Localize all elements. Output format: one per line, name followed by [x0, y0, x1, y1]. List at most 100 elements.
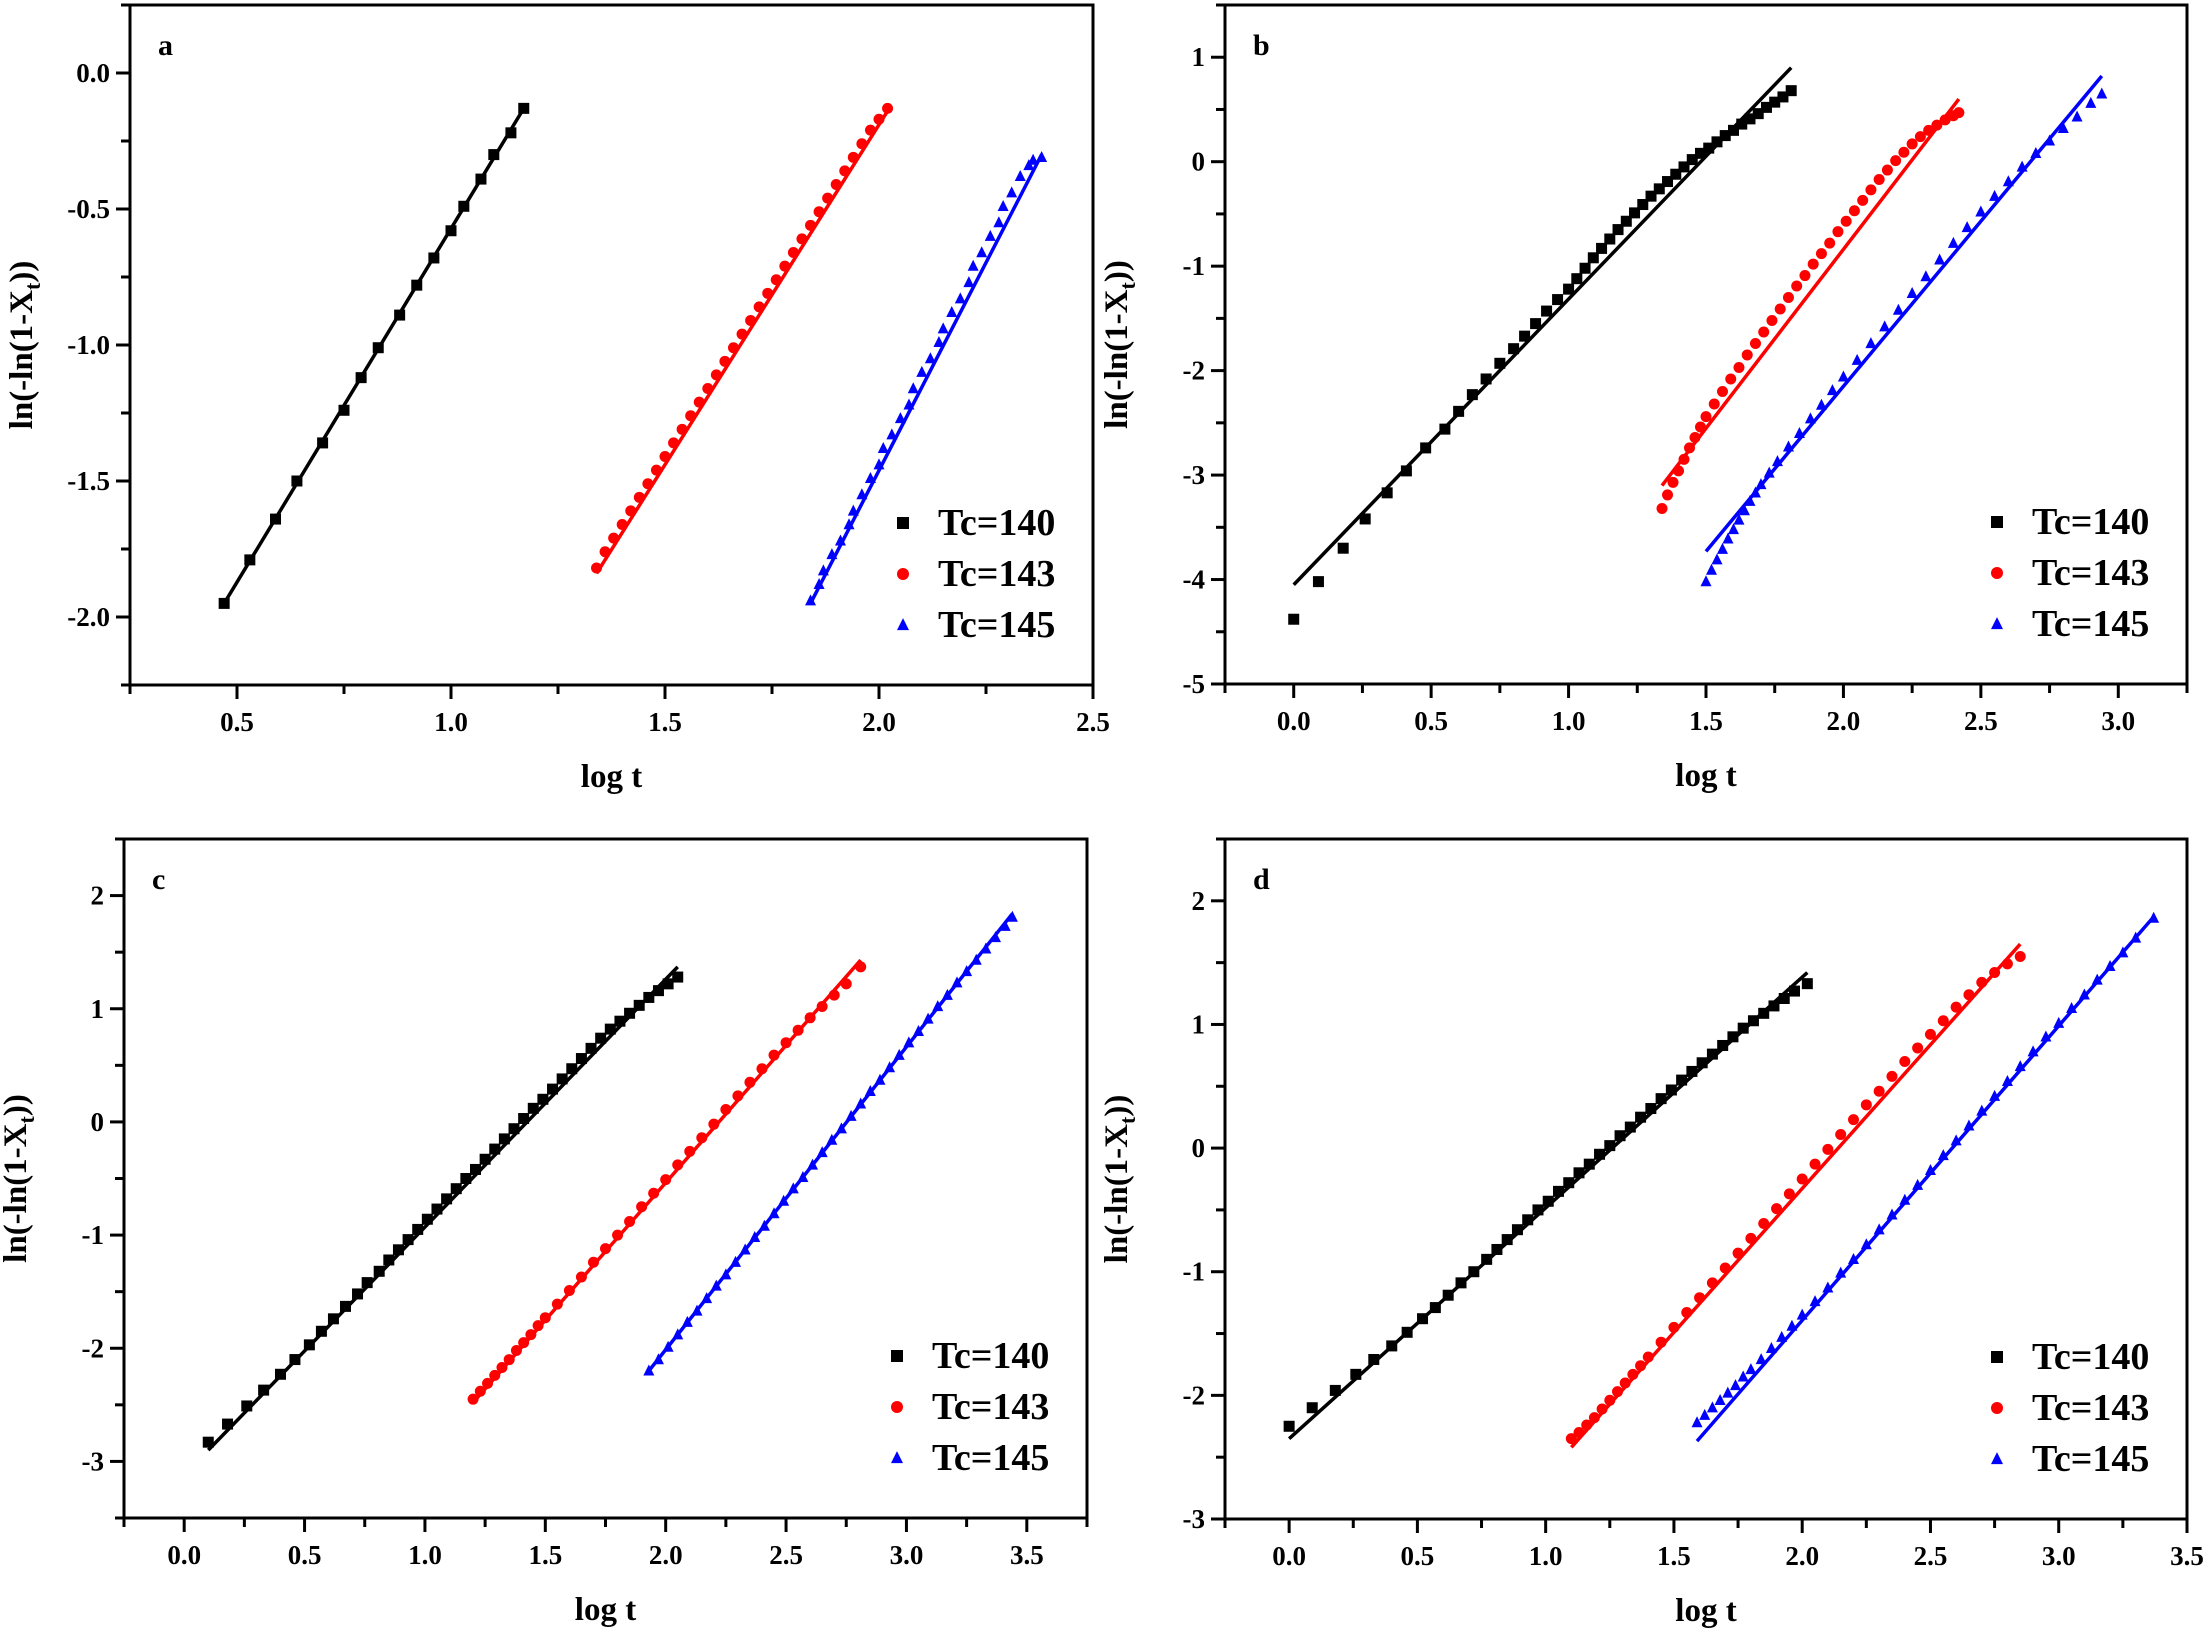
legend-label: Tc=143 [938, 553, 1055, 595]
x-tick-label: 0.5 [220, 707, 254, 737]
data-point-tc-145 [907, 382, 919, 394]
data-point-tc-140 [1717, 1039, 1729, 1051]
legend-label: Tc=140 [938, 502, 1055, 544]
data-point-tc-143 [1860, 1099, 1872, 1111]
data-point-tc-140 [1620, 215, 1632, 227]
data-point-tc-140 [1662, 176, 1674, 188]
x-tick-label: 1.0 [434, 707, 468, 737]
data-point-tc-143 [1914, 131, 1926, 143]
data-point-tc-140 [1522, 1214, 1534, 1226]
legend-label: Tc=140 [2032, 501, 2149, 543]
data-point-tc-145 [1699, 1408, 1711, 1420]
plot-area [1283, 911, 2160, 1449]
data-point-tc-143 [1822, 1143, 1834, 1155]
data-point-tc-145 [1714, 1393, 1726, 1405]
series-tc-145 [643, 910, 1018, 1376]
y-axis-title-main: ln(-ln(1-X [4, 290, 40, 430]
data-point-tc-140 [1706, 1048, 1718, 1060]
data-point-tc-140 [1736, 118, 1748, 130]
series-tc-143 [467, 958, 867, 1405]
data-point-tc-140 [537, 1093, 549, 1105]
data-point-tc-140 [352, 1288, 364, 1300]
y-tick-label: -1 [82, 1220, 105, 1250]
data-point-tc-140 [1670, 168, 1682, 180]
data-point-tc-140 [489, 1143, 501, 1155]
x-tick-label: 2.0 [1827, 706, 1861, 736]
data-point-tc-145 [1730, 1379, 1742, 1391]
data-point-tc-140 [1604, 1140, 1616, 1152]
y-tick-label: 1 [1192, 42, 1206, 72]
data-point-tc-140 [1727, 1031, 1739, 1043]
data-point-tc-143 [1832, 226, 1844, 238]
data-point-tc-145 [1906, 286, 1918, 298]
y-axis-title-subscript: t [20, 282, 45, 290]
data-point-tc-140 [1686, 1065, 1698, 1077]
data-point-tc-143 [1886, 1070, 1898, 1082]
data-point-tc-143 [1809, 1158, 1821, 1170]
data-point-tc-145 [1727, 523, 1739, 535]
x-tick-label: 3.5 [1010, 1540, 1044, 1570]
y-tick-label: 1 [1192, 1009, 1206, 1039]
data-point-tc-143 [1667, 476, 1679, 488]
fit-line-tc-140 [207, 965, 679, 1452]
data-point-tc-145 [2030, 147, 2042, 159]
y-axis-title: ln(-ln(1-Xt)) [1099, 1095, 1140, 1264]
data-point-tc-140 [1696, 1057, 1708, 1069]
data-point-tc-145 [1865, 337, 1877, 349]
data-point-tc-140 [1768, 1000, 1780, 1012]
data-point-tc-143 [1700, 411, 1712, 423]
x-tick-label: 2.0 [1785, 1541, 1819, 1571]
legend-label: Tc=145 [2032, 1438, 2149, 1480]
legend-marker-tc-140 [1991, 1351, 2003, 1363]
data-point-tc-140 [624, 1007, 636, 1019]
x-tick-label: 3.0 [2101, 706, 2135, 736]
data-point-tc-140 [1571, 273, 1583, 285]
data-point-tc-145 [967, 259, 979, 271]
data-point-tc-145 [1892, 303, 1904, 315]
data-point-tc-145 [1014, 170, 1026, 182]
data-point-tc-145 [1006, 186, 1018, 198]
data-point-tc-140 [1283, 1420, 1295, 1432]
data-point-tc-140 [1635, 1111, 1647, 1123]
y-tick-label: 1 [91, 994, 105, 1024]
panel-label: c [152, 863, 165, 896]
data-point-tc-143 [1796, 1173, 1808, 1185]
data-point-tc-140 [1466, 389, 1478, 401]
data-point-tc-143 [1791, 280, 1803, 292]
data-point-tc-140 [1703, 142, 1715, 154]
data-point-tc-140 [1501, 1234, 1513, 1246]
legend-label: Tc=140 [932, 1335, 1049, 1377]
data-point-tc-140 [508, 1123, 520, 1135]
data-point-tc-143 [1815, 248, 1827, 260]
y-tick-label: -1 [1183, 251, 1206, 281]
plot-frame [1223, 837, 2189, 1521]
data-point-tc-140 [1789, 985, 1801, 997]
series-tc-145 [1691, 911, 2160, 1443]
fit-line-tc-140 [222, 107, 526, 605]
data-point-tc-140 [595, 1032, 607, 1044]
y-tick-label: -1.0 [67, 330, 110, 360]
y-tick-label: -3 [1183, 1504, 1206, 1534]
y-tick-label: 0.0 [76, 58, 110, 88]
panel-d: 0.0 0.5 1.0 1.5 2.0 2.5 3.0 3.5 -3 -2 -1 0 1 2 log t ln… [1099, 837, 2204, 1629]
legend: Tc=140 Tc=143 Tc=145 [897, 502, 1055, 646]
data-point-tc-143 [1835, 1128, 1847, 1140]
x-tick-label: 0.0 [1277, 706, 1311, 736]
data-point-tc-140 [662, 978, 674, 990]
data-point-tc-140 [1587, 252, 1599, 264]
legend-marker-tc-143 [891, 1401, 903, 1413]
data-point-tc-143 [1924, 1028, 1936, 1040]
series-tc-140 [202, 965, 684, 1452]
legend-marker-tc-143 [1991, 1402, 2003, 1414]
data-point-tc-143 [1741, 349, 1753, 361]
data-point-tc-145 [1848, 1253, 1860, 1265]
data-point-tc-140 [1511, 1224, 1523, 1236]
y-tick-label: -2 [82, 1333, 105, 1363]
y-tick-label: 0 [1192, 1133, 1206, 1163]
data-point-tc-145 [1934, 253, 1946, 265]
fit-line-tc-143 [1660, 97, 1961, 487]
x-tick-label: 3.5 [2170, 1541, 2204, 1571]
x-tick-label: 0.5 [288, 1540, 322, 1570]
y-tick-label: 2 [1192, 886, 1206, 916]
data-point-tc-145 [1851, 353, 1863, 365]
